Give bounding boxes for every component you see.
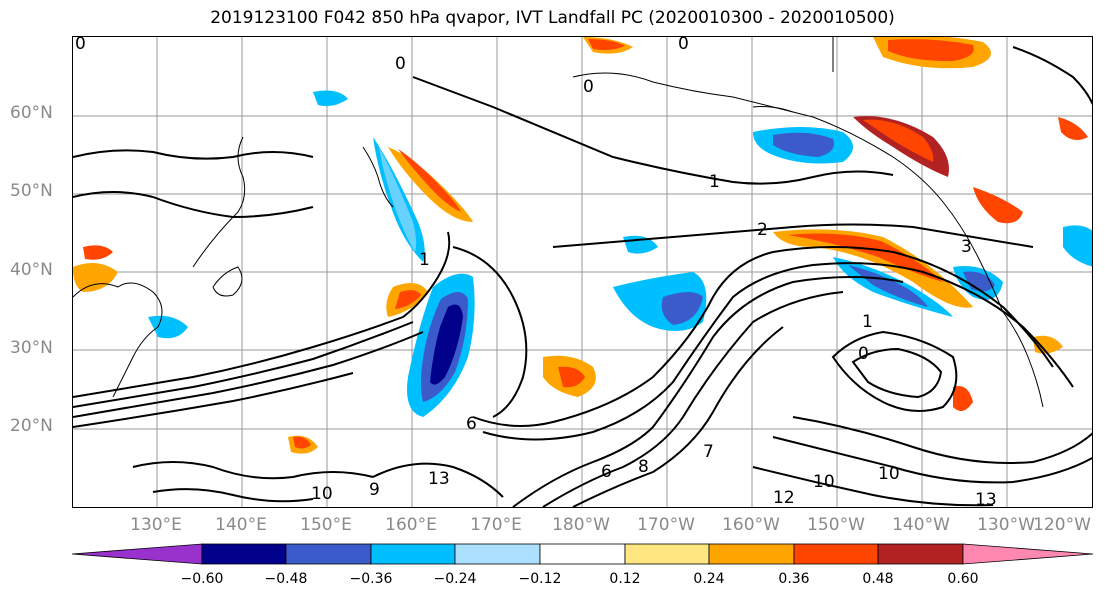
contour-label: 0 — [395, 54, 406, 74]
contour-label: 10 — [813, 472, 835, 492]
colorbar-segment — [793, 543, 879, 565]
coastlines — [73, 37, 1044, 408]
lat-label-20n: 20°N — [10, 416, 53, 436]
colorbar-tick-label: 0.24 — [693, 571, 725, 587]
lat-label-50n: 50°N — [10, 181, 53, 201]
contour-label: 1 — [709, 172, 720, 192]
contour-label: 8 — [638, 457, 649, 477]
colorbar-segment — [877, 543, 964, 565]
colorbar-tick-label: −0.36 — [349, 571, 393, 587]
contour-label: 3 — [961, 237, 972, 257]
colorbar-segment — [708, 543, 795, 565]
colorbar-segment — [370, 543, 456, 565]
lon-label: 150°E — [300, 515, 352, 535]
colorbar-segment — [454, 543, 541, 565]
contour-label: 7 — [703, 442, 714, 462]
colorbar-tick-label: −0.60 — [180, 571, 224, 587]
contour-label: 6 — [601, 462, 612, 482]
contour-label: 10 — [878, 464, 900, 484]
lon-label: 170°E — [470, 515, 522, 535]
contour-label: 0 — [678, 37, 689, 54]
lat-label-30n: 30°N — [10, 338, 53, 358]
lat-label-60n: 60°N — [10, 103, 53, 123]
lon-label: 140°W — [892, 515, 950, 535]
contour-label: 9 — [369, 480, 380, 500]
colorbar-tick-label: 0.48 — [862, 571, 894, 587]
colorbar-tick-label: 0.12 — [609, 571, 641, 587]
contour-label: 1 — [862, 312, 873, 332]
map-title: 2019123100 F042 850 hPa qvapor, IVT Land… — [210, 8, 895, 28]
contour-label: 1 — [419, 250, 430, 270]
colorbar-tick-label: 0.36 — [778, 571, 810, 587]
colorbar-segment — [201, 543, 287, 565]
contour-label: 0 — [858, 344, 869, 364]
contour-label: 10 — [311, 484, 333, 504]
colorbar-tick-label: −0.48 — [264, 571, 308, 587]
colorbar — [72, 543, 1094, 565]
contour-label: 6 — [466, 414, 477, 434]
contour-label: 13 — [428, 469, 450, 489]
lat-label-40n: 40°N — [10, 260, 53, 280]
map-panel: 0 0 0 0 1 1 2 3 0 1 6 10 10 13 9 10 12 1… — [72, 36, 1093, 508]
colorbar-segments — [72, 543, 1094, 565]
colorbar-tick-label: −0.12 — [518, 571, 562, 587]
lon-label: 160°E — [385, 515, 437, 535]
qvapor-shading — [73, 37, 1092, 454]
ivt-contours — [73, 46, 1092, 507]
colorbar-tick-label: −0.24 — [433, 571, 477, 587]
lon-label: 180°W — [552, 515, 610, 535]
contour-label: 0 — [75, 37, 86, 54]
lon-label: 130°W — [977, 515, 1035, 535]
contour-labels: 0 0 0 0 1 1 2 3 0 1 6 10 10 13 9 10 12 1… — [75, 37, 997, 508]
colorbar-segment — [624, 543, 710, 565]
colorbar-min-extend — [72, 543, 203, 565]
contour-label: 12 — [773, 488, 795, 508]
colorbar-segment — [539, 543, 626, 565]
lon-label: 150°W — [807, 515, 865, 535]
lon-label: 130°E — [130, 515, 182, 535]
contour-label: 0 — [583, 77, 594, 97]
contour-label: 13 — [975, 490, 997, 508]
contour-label: 2 — [757, 220, 768, 240]
lon-label: 170°W — [637, 515, 695, 535]
lon-label: 160°W — [722, 515, 780, 535]
colorbar-tick-label: 0.60 — [947, 571, 979, 587]
map-canvas: 0 0 0 0 1 1 2 3 0 1 6 10 10 13 9 10 12 1… — [73, 37, 1092, 508]
graticule — [73, 37, 1092, 507]
lon-label: 140°E — [215, 515, 267, 535]
lon-label: 120°W — [1033, 515, 1091, 535]
colorbar-segment — [285, 543, 372, 565]
colorbar-max-extend — [962, 543, 1094, 565]
